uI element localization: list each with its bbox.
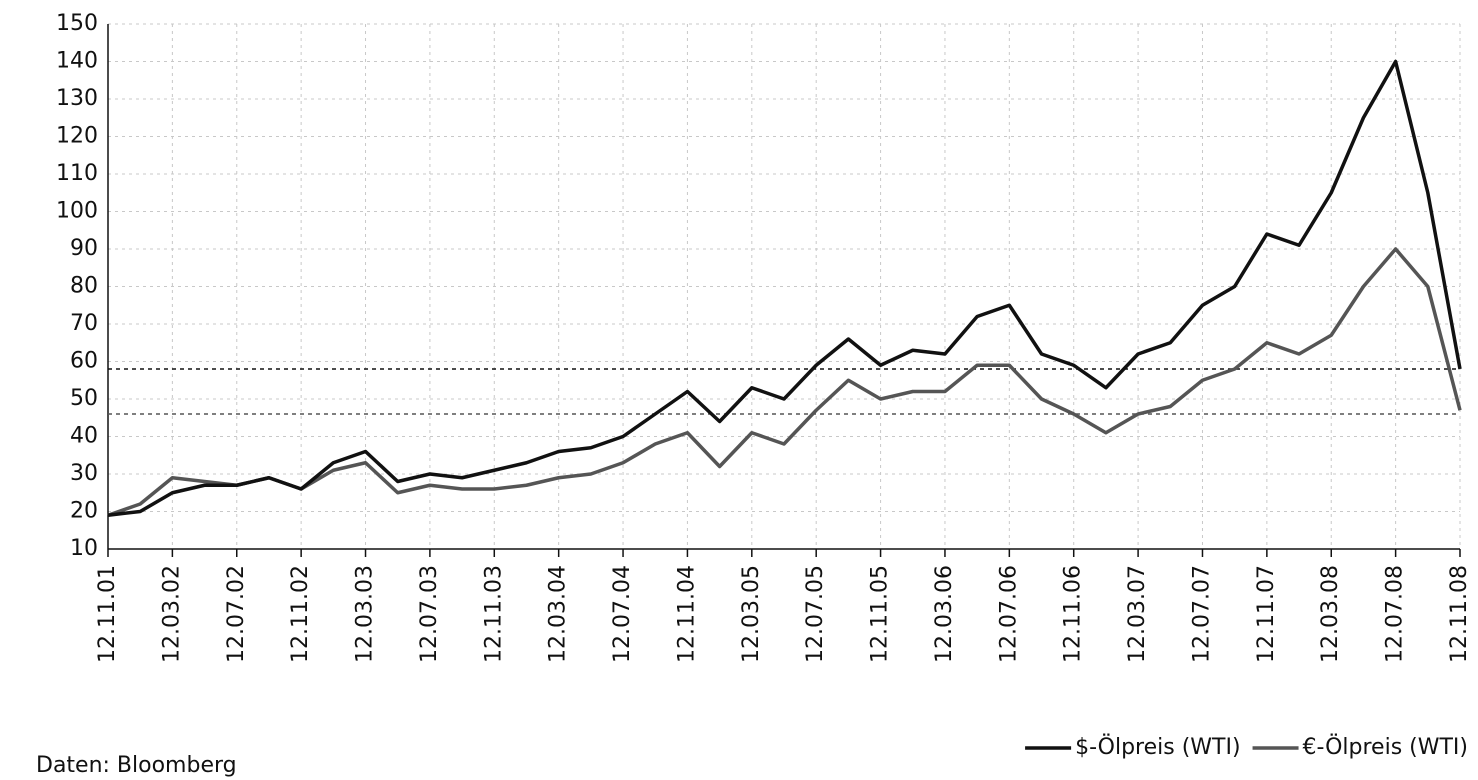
x-tick-label: 12.11.03 [481, 565, 506, 663]
x-tick-label: 12.07.02 [224, 565, 249, 663]
x-tick-label: 12.11.07 [1254, 565, 1279, 663]
y-tick-label: 60 [70, 349, 98, 374]
x-tick-label: 12.07.07 [1189, 565, 1214, 663]
series-line [107, 247, 1462, 517]
x-tick-label: 12.11.01 [95, 565, 120, 663]
y-tick-label: 150 [56, 11, 98, 36]
legend-label: €-Ölpreis (WTI) [1303, 734, 1468, 760]
x-tick-label: 12.03.05 [739, 565, 764, 663]
x-tick-label: 12.03.02 [159, 565, 184, 663]
y-tick-label: 20 [70, 499, 98, 524]
x-tick-label: 12.03.08 [1318, 565, 1343, 663]
y-tick-label: 10 [70, 536, 98, 561]
x-tick-label: 12.03.07 [1125, 565, 1150, 663]
x-tick-label: 12.07.04 [610, 565, 635, 663]
y-tick-label: 70 [70, 311, 98, 336]
y-tick-label: 90 [70, 236, 98, 261]
x-tick-label: 12.07.06 [996, 565, 1021, 663]
y-tick-label: 100 [56, 199, 98, 224]
x-tick-label: 12.07.08 [1383, 565, 1408, 663]
y-tick-label: 110 [56, 161, 98, 186]
y-tick-label: 120 [56, 124, 98, 149]
x-tick-label: 12.03.06 [932, 565, 957, 663]
x-tick-label: 12.07.03 [417, 565, 442, 663]
x-tick-label: 12.07.05 [803, 565, 828, 663]
y-tick-label: 80 [70, 274, 98, 299]
x-tick-label: 12.03.04 [546, 565, 571, 663]
y-tick-label: 140 [56, 49, 98, 74]
y-tick-label: 30 [70, 461, 98, 486]
y-tick-label: 130 [56, 86, 98, 111]
series-line [107, 59, 1462, 517]
x-tick-label: 12.11.06 [1061, 565, 1086, 663]
source-note: Daten: Bloomberg [36, 753, 237, 778]
x-tick-label: 12.11.02 [288, 565, 313, 663]
legend-label: $-Ölpreis (WTI) [1075, 734, 1240, 760]
x-tick-label: 12.03.03 [353, 565, 378, 663]
x-tick-label: 12.11.04 [674, 565, 699, 663]
y-tick-label: 40 [70, 424, 98, 449]
x-tick-label: 12.11.05 [868, 565, 893, 663]
y-tick-label: 50 [70, 386, 98, 411]
x-tick-label: 12.11.08 [1447, 565, 1472, 663]
